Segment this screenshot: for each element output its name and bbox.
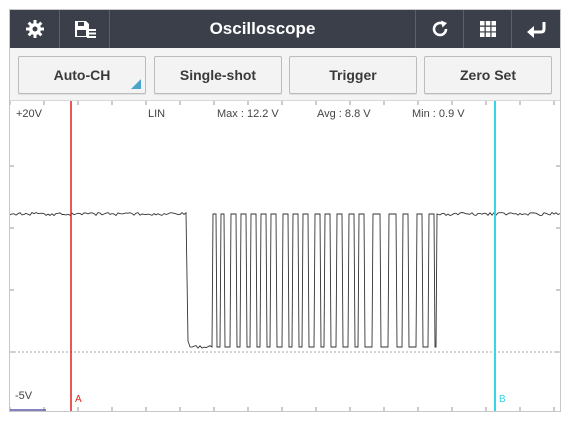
app-title: Oscilloscope	[110, 10, 415, 48]
avg-readout: Avg : 8.8 V	[317, 108, 371, 120]
waveform-trace	[10, 213, 560, 349]
cursor-a-label: A	[75, 394, 82, 405]
single-shot-label: Single-shot	[180, 67, 256, 83]
auto-ch-label: Auto-CH	[54, 67, 111, 83]
single-shot-button[interactable]: Single-shot	[154, 56, 282, 94]
zero-set-label: Zero Set	[460, 67, 516, 83]
gear-icon	[25, 19, 45, 39]
auto-ch-button[interactable]: Auto-CH	[18, 56, 146, 94]
oscilloscope-window: Oscilloscope Auto-CH	[9, 9, 561, 412]
title-bar: Oscilloscope	[10, 10, 560, 48]
settings-button[interactable]	[10, 10, 60, 48]
waveform-plot	[10, 101, 560, 411]
mode-label: LIN	[148, 108, 165, 120]
refresh-button[interactable]	[415, 10, 463, 48]
grid-button[interactable]	[463, 10, 511, 48]
save-list-icon	[73, 19, 97, 39]
back-arrow-icon	[525, 19, 547, 39]
max-readout: Max : 12.2 V	[217, 108, 279, 120]
toolbar: Auto-CH Single-shot Trigger Zero Set	[10, 48, 560, 101]
trigger-label: Trigger	[329, 67, 376, 83]
save-button[interactable]	[60, 10, 110, 48]
min-readout: Min : 0.9 V	[412, 108, 465, 120]
y-bottom-label: -5V	[15, 390, 32, 402]
zero-set-button[interactable]: Zero Set	[424, 56, 552, 94]
y-top-label: +20V	[16, 108, 42, 120]
dropdown-corner-icon	[131, 79, 141, 89]
grid-icon	[479, 20, 497, 38]
cursor-b-label: B	[499, 394, 506, 405]
back-button[interactable]	[511, 10, 560, 48]
trigger-button[interactable]: Trigger	[289, 56, 417, 94]
refresh-icon	[430, 19, 450, 39]
scope-display[interactable]: +20V LIN Max : 12.2 V Avg : 8.8 V Min : …	[10, 101, 560, 411]
